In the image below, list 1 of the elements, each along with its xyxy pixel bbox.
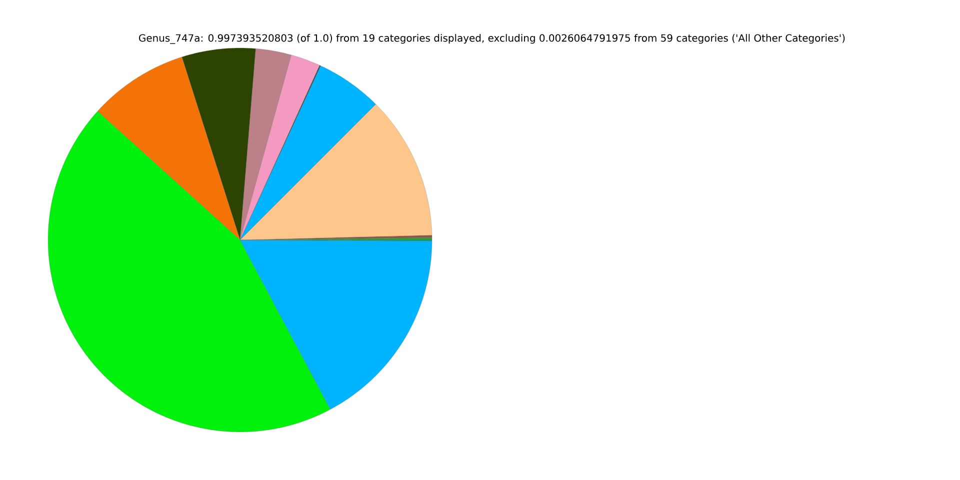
- text: Genus_747a: 0.997393520803 (of 1.0) from 19 categories displayed, excluding 0.0026064791975 from 59 categories ('All Other Categories'): [139, 34, 845, 44]
